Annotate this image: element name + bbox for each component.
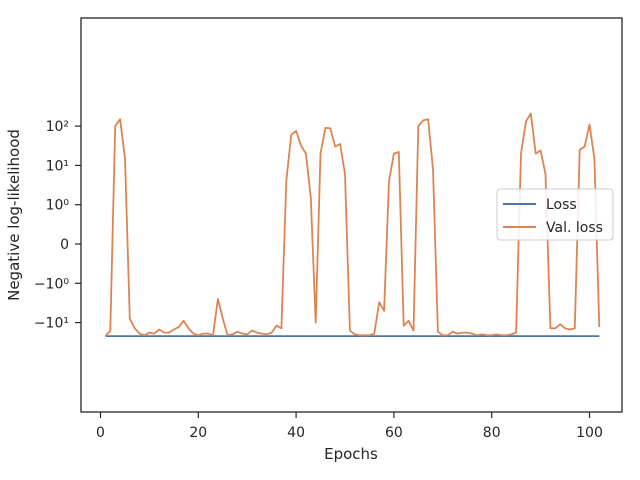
y-tick-label: −10¹: [34, 316, 69, 332]
x-tick-label: 80: [483, 425, 501, 441]
y-axis-label: Negative log-likelihood: [5, 129, 23, 301]
x-tick-label: 40: [287, 425, 305, 441]
y-tick-label: 10²: [46, 119, 69, 135]
x-tick-label: 100: [576, 425, 603, 441]
y-tick-label: −10⁰: [34, 276, 70, 292]
y-tick-label: 10¹: [46, 158, 69, 174]
x-tick-label: 60: [385, 425, 403, 441]
x-tick-label: 20: [189, 425, 207, 441]
x-tick-label: 0: [96, 425, 105, 441]
legend-label-loss: Loss: [546, 197, 577, 213]
y-axis-ticks: 10² 10¹ 10⁰ 0 −10⁰ −10¹: [34, 119, 81, 332]
y-tick-label: 10⁰: [46, 198, 70, 214]
x-axis-ticks: 0 20 40 60 80 100: [96, 412, 603, 441]
y-tick-label: 0: [60, 237, 69, 253]
plot-frame: [80, 17, 623, 413]
x-axis-label: Epochs: [324, 445, 378, 463]
legend: Loss Val. loss: [496, 188, 614, 241]
series-line-val-loss: [104, 112, 601, 337]
series-layer: [104, 112, 601, 338]
legend-label-val-loss: Val. loss: [546, 220, 603, 236]
